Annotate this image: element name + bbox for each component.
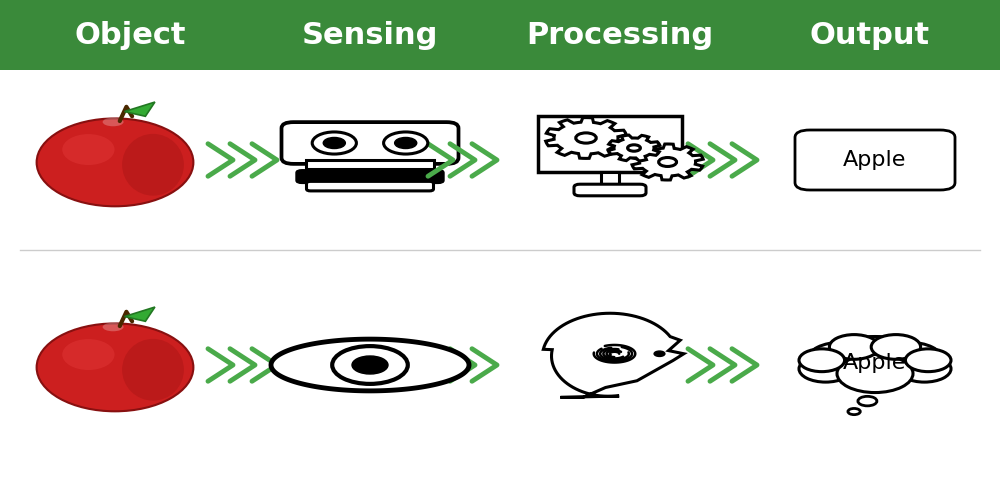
FancyBboxPatch shape — [306, 160, 434, 170]
Circle shape — [323, 138, 345, 148]
FancyBboxPatch shape — [282, 122, 458, 164]
Circle shape — [826, 336, 924, 386]
Polygon shape — [546, 118, 626, 158]
Circle shape — [808, 342, 876, 376]
Circle shape — [871, 334, 921, 359]
Circle shape — [384, 132, 428, 154]
Circle shape — [874, 342, 942, 376]
Text: Apple: Apple — [843, 352, 907, 372]
FancyBboxPatch shape — [0, 0, 1000, 70]
Circle shape — [848, 408, 860, 414]
Ellipse shape — [37, 118, 193, 206]
FancyBboxPatch shape — [795, 130, 955, 190]
Text: Apple: Apple — [843, 150, 907, 170]
Text: Processing: Processing — [526, 20, 714, 50]
Ellipse shape — [122, 134, 184, 196]
Circle shape — [576, 133, 596, 143]
Polygon shape — [608, 135, 660, 161]
Ellipse shape — [103, 118, 124, 126]
Ellipse shape — [122, 339, 184, 400]
FancyBboxPatch shape — [306, 182, 434, 191]
Circle shape — [395, 138, 417, 148]
Polygon shape — [124, 307, 155, 322]
Polygon shape — [271, 339, 469, 391]
Circle shape — [905, 349, 951, 372]
Polygon shape — [543, 314, 684, 398]
Ellipse shape — [103, 322, 124, 332]
FancyBboxPatch shape — [296, 170, 444, 183]
Text: Sensing: Sensing — [302, 20, 438, 50]
Ellipse shape — [62, 134, 115, 165]
Circle shape — [898, 356, 951, 382]
Polygon shape — [632, 144, 703, 180]
Circle shape — [799, 356, 852, 382]
Circle shape — [858, 396, 877, 406]
FancyBboxPatch shape — [601, 172, 619, 187]
Polygon shape — [124, 102, 155, 117]
Ellipse shape — [62, 339, 115, 370]
Circle shape — [352, 356, 388, 374]
Circle shape — [654, 351, 665, 356]
Circle shape — [332, 346, 408, 384]
Circle shape — [829, 334, 879, 359]
Text: Object: Object — [74, 20, 186, 50]
FancyBboxPatch shape — [574, 184, 646, 196]
Text: Output: Output — [810, 20, 930, 50]
Circle shape — [628, 145, 640, 151]
Ellipse shape — [37, 324, 193, 412]
Circle shape — [659, 158, 677, 166]
Circle shape — [312, 132, 356, 154]
FancyBboxPatch shape — [538, 116, 682, 172]
Circle shape — [799, 349, 845, 372]
Circle shape — [837, 354, 913, 393]
